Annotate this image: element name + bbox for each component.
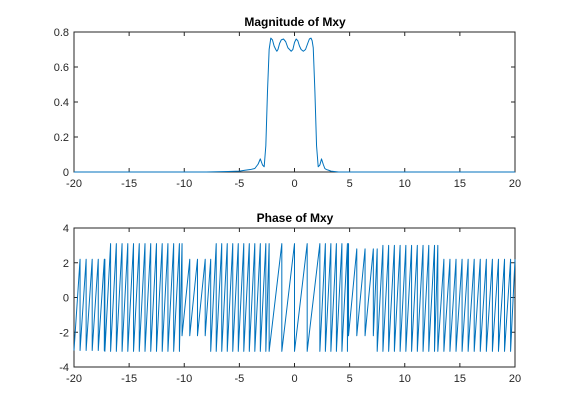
y-tick-label: 2: [63, 258, 69, 270]
x-tick-label: -10: [176, 373, 192, 385]
x-tick-label: 5: [347, 373, 353, 385]
x-tick-label: -15: [121, 373, 137, 385]
magnitude-panel: Magnitude of Mxy -20 -15 -10 -5 0 5 10 15 20 0 0.2…: [54, 15, 521, 190]
x-tick-label: 20: [509, 373, 521, 385]
x-tick-label: 10: [399, 178, 411, 190]
y-tick-label: -2: [59, 327, 69, 339]
x-tick-label: 5: [347, 178, 353, 190]
x-tick-label: -15: [121, 178, 137, 190]
y-tick-label: 0.4: [54, 97, 69, 109]
phase-title: Phase of Mxy: [257, 211, 334, 225]
magnitude-series-line: [74, 37, 515, 173]
x-tick-label: 0: [291, 373, 297, 385]
magnitude-axes-box: [73, 31, 516, 173]
x-tick-label: 0: [291, 178, 297, 190]
x-tick-label: 10: [399, 373, 411, 385]
y-tick-label: 0: [63, 293, 69, 305]
x-tick-label: -20: [66, 178, 82, 190]
y-tick-label: 0.2: [54, 132, 69, 144]
x-tick-label: -5: [234, 178, 244, 190]
phase-series-line: [73, 243, 516, 352]
y-tick-label: 0: [63, 167, 69, 179]
y-tick-label: 0.6: [54, 62, 69, 74]
y-tick-label: -4: [59, 362, 69, 374]
x-tick-label: 20: [509, 178, 521, 190]
x-tick-label: 15: [454, 178, 466, 190]
magnitude-ticks: -20 -15 -10 -5 0 5 10 15 20 0 0.2 0.4 0.6 0.8: [54, 27, 521, 190]
x-tick-label: -5: [234, 373, 244, 385]
x-tick-label: -10: [176, 178, 192, 190]
magnitude-title: Magnitude of Mxy: [244, 15, 346, 29]
y-tick-label: 4: [63, 223, 69, 235]
x-tick-label: 15: [454, 373, 466, 385]
y-tick-label: 0.8: [54, 27, 69, 39]
x-tick-label: -20: [66, 373, 82, 385]
